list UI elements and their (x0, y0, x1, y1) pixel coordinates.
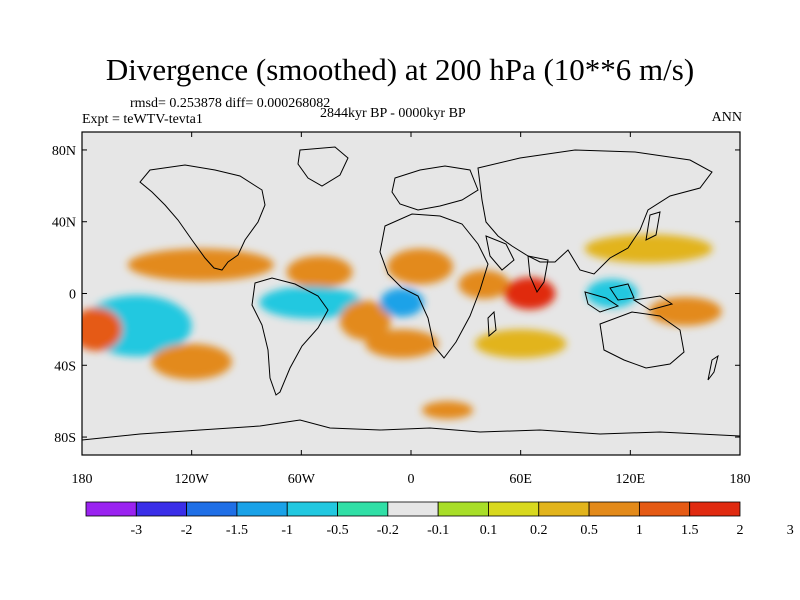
stats-line: rmsd= 0.253878 diff= 0.000268082 (130, 96, 330, 112)
colorbar-swatch (286, 501, 338, 517)
field-blob (169, 194, 251, 220)
x-tick-label: 180 (730, 472, 751, 487)
rmsd-label: rmsd= (130, 96, 166, 111)
y-tick-label: 80N (52, 144, 76, 159)
colorbar-label: 1.5 (681, 523, 699, 538)
colorbar-swatch (588, 501, 640, 517)
colorbar-label: 0.5 (580, 523, 598, 538)
colorbar-swatch (387, 501, 439, 517)
coast-indonesia (584, 283, 674, 313)
colorbar-swatch (437, 501, 489, 517)
x-tick-label: 60W (288, 472, 316, 487)
period-label: 2844kyr BP - 0000kyr BP (320, 106, 466, 121)
colorbar-swatch (689, 501, 741, 517)
coast-india (527, 255, 549, 294)
diff-label: diff= (225, 96, 254, 111)
field-blob (127, 248, 274, 281)
x-tick-label: 0 (408, 472, 415, 487)
colorbar-label: -0.2 (377, 523, 399, 538)
coastlines (82, 146, 740, 441)
plot-title: Divergence (smoothed) at 200 hPa (10**6 … (105, 52, 695, 87)
colorbar-swatch (85, 501, 137, 517)
y-tick-label: 40N (52, 216, 76, 231)
experiment-label: Expt = teWTV-tevta1 (82, 112, 203, 127)
x-tick-label: 120E (616, 472, 646, 487)
field-blob (387, 248, 454, 285)
field-blob (259, 286, 362, 319)
field-blob (339, 300, 391, 341)
x-tick-label: 60E (509, 472, 532, 487)
season-label: ANN (711, 110, 742, 125)
coast-greenland (297, 146, 349, 187)
colorbar-label: -3 (130, 523, 142, 538)
colorbar-label: -2 (181, 523, 193, 538)
colorbar-swatch (186, 501, 238, 517)
colorbar-label: -0.5 (326, 523, 348, 538)
coast-japan (645, 211, 661, 241)
colorbar-label: 0.2 (530, 523, 548, 538)
coast-africa (379, 213, 489, 359)
y-tick-label: 40S (54, 359, 76, 374)
coast-south-america (251, 277, 329, 396)
colorbar-swatch (638, 501, 691, 517)
y-tick-label: 80S (54, 431, 76, 446)
coast-antarctica (82, 419, 740, 441)
colorbar: -3 -2 -1.5 -1 -0.5 -0.2 -0.1 0.1 0.2 0.5 1 1.5 2 3 (85, 501, 794, 538)
coast-asia (477, 149, 713, 275)
field-blob (474, 329, 567, 359)
coast-new-zealand (707, 354, 719, 381)
axis-ticks: 180 120W 60W 0 60E 120E 180 80N 40N 0 40S 80S (52, 132, 751, 487)
field-blob (584, 234, 713, 263)
coast-australia (599, 311, 685, 369)
field-blob (504, 277, 556, 310)
coast-arabia (485, 235, 515, 271)
colorbar-swatch (337, 501, 389, 517)
coast-north-america (139, 164, 266, 271)
colorbar-swatch (488, 501, 540, 517)
field-blob (586, 279, 638, 308)
colorbar-label: -1 (281, 523, 293, 538)
field-blob (356, 205, 448, 228)
colorbar-label: 0.1 (480, 523, 498, 538)
colorbar-label: -1.5 (226, 523, 248, 538)
field-blob (421, 401, 474, 420)
coast-madagascar (487, 310, 497, 338)
y-tick-label: 0 (69, 288, 76, 303)
x-tick-label: 180 (72, 472, 93, 487)
x-tick-label: 120W (175, 472, 210, 487)
field-blob (365, 329, 439, 359)
colorbar-label: 1 (636, 523, 643, 538)
field-blob (379, 288, 424, 317)
rmsd-value: 0.253878 (169, 96, 222, 111)
field-blob (82, 307, 123, 351)
colorbar-label: 3 (787, 523, 794, 538)
divergence-field (82, 194, 722, 420)
field-blob (648, 297, 722, 326)
field-blob (286, 255, 353, 289)
field-blob (151, 343, 232, 380)
colorbar-swatch (135, 501, 188, 517)
field-blob (458, 270, 510, 299)
coast-europe (391, 165, 479, 211)
colorbar-label: -0.1 (427, 523, 449, 538)
diff-value: 0.000268082 (256, 96, 331, 111)
colorbar-swatch (236, 501, 288, 517)
colorbar-label: 2 (737, 523, 744, 538)
colorbar-swatch (538, 501, 590, 517)
